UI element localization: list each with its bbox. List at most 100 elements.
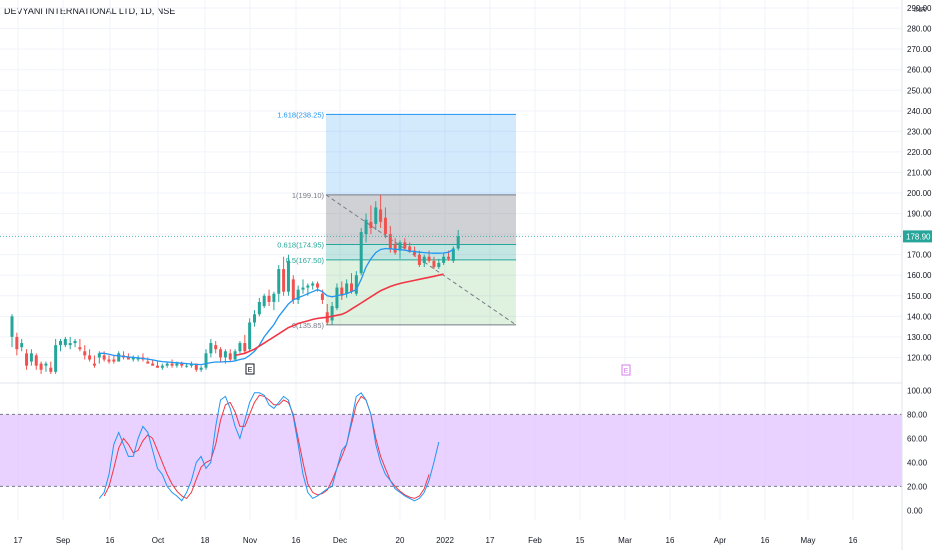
candle-body (393, 244, 397, 253)
candle-body (170, 363, 174, 366)
candle-body (238, 343, 242, 352)
candle-body (88, 355, 92, 360)
ema-slow-line (234, 273, 444, 357)
candle-body (165, 363, 169, 366)
candle-body (83, 351, 87, 356)
candle-body (112, 359, 116, 362)
time-tick-label: 20 (396, 536, 405, 545)
candle-body (408, 246, 412, 251)
fib-zone (326, 259, 516, 325)
candle-body (403, 242, 407, 249)
candle-body (175, 363, 179, 366)
candle-body (204, 353, 208, 368)
candle-body (340, 287, 344, 296)
candle-body (306, 285, 310, 288)
candle-body (422, 256, 426, 263)
candle-body (146, 361, 150, 364)
candle-body (97, 353, 101, 358)
stoch-tick-label: 40.00 (907, 458, 928, 467)
candle-body (286, 260, 290, 292)
candle-body (316, 283, 320, 288)
candle-body (209, 343, 213, 354)
candle-body (320, 293, 324, 300)
candle-body (437, 262, 441, 268)
candle-body (388, 234, 392, 249)
candle-body (427, 256, 431, 261)
stoch-tick-label: 0.00 (907, 506, 923, 515)
time-tick-label: 16 (106, 536, 115, 545)
price-tick-label: 250.00 (907, 86, 932, 95)
price-tick-label: 190.00 (907, 210, 932, 219)
candle-body (345, 283, 349, 294)
candle-body (451, 248, 455, 261)
candle-body (223, 351, 227, 358)
price-tick-label: 270.00 (907, 45, 932, 54)
time-tick-label: May (800, 536, 815, 545)
price-tick-label: 120.00 (907, 353, 932, 362)
candle-body (311, 283, 315, 286)
fib-zone (326, 114, 516, 195)
candle-body (301, 287, 305, 290)
time-tick-label: 16 (761, 536, 770, 545)
candle-body (379, 209, 383, 222)
candle-body (185, 365, 189, 367)
price-tick-label: 140.00 (907, 312, 932, 321)
candle-body (267, 295, 271, 302)
candle-body (15, 336, 19, 350)
time-tick-label: Apr (714, 536, 727, 545)
price-tick-label: 210.00 (907, 168, 932, 177)
time-tick-label: Mar (618, 536, 632, 545)
time-tick-label: 16 (849, 536, 858, 545)
candle-body (359, 232, 363, 274)
time-tick-label: 2022 (436, 536, 454, 545)
candle-body (10, 316, 14, 337)
candle-body (330, 306, 334, 321)
price-tick-label: 260.00 (907, 66, 932, 75)
time-tick-label: 17 (14, 536, 23, 545)
candle-body (107, 359, 111, 362)
candle-body (350, 283, 353, 292)
candle-body (282, 269, 286, 292)
time-axis[interactable]: 17 Sep 16 Oct 18 Nov 16 Dec 20 2022 17 Feb 15 Mar 16 Ap… (14, 536, 858, 545)
candle-body (291, 279, 295, 300)
fib-trend-line (325, 194, 517, 326)
stoch-k-line (98, 392, 440, 502)
candle-body (277, 269, 281, 294)
candle-body (214, 345, 218, 350)
candle-body (354, 275, 358, 294)
candle-body (228, 353, 232, 360)
time-tick-label: Nov (243, 536, 257, 545)
time-tick-label: 17 (486, 536, 495, 545)
fib-level-label: 1.618(238.25) (277, 110, 324, 119)
candle-body (374, 207, 378, 224)
candle-body (102, 355, 106, 360)
candle-body (257, 301, 261, 315)
earnings-marker (621, 364, 631, 376)
candle-body (398, 242, 402, 251)
last-price-label: 178.90 (906, 232, 931, 241)
last-price-badge (903, 230, 932, 243)
candle-body (364, 219, 368, 235)
price-tick-label: 160.00 (907, 271, 932, 280)
fibonacci-retracement[interactable]: 1.618(238.25) 1(199.10) 0.618(174.95) 0.5(1… (277, 110, 517, 330)
candle-body (29, 353, 33, 362)
stochastic-band (0, 413, 902, 487)
moving-averages (99, 247, 454, 366)
candle-body (447, 256, 450, 259)
earnings-marker-label: E (624, 368, 629, 375)
time-tick-label: 18 (201, 536, 210, 545)
stochastic-lines (98, 392, 440, 502)
time-tick-label: Feb (528, 536, 542, 545)
earnings-marker (245, 363, 255, 375)
candle-body (296, 289, 300, 300)
candle-body (253, 314, 256, 323)
candle-body (92, 363, 96, 366)
symbol-title: DEVYANI INTERNATIONAL LTD, 1D, NSE (4, 6, 176, 16)
stoch-tick-label: 100.00 (907, 386, 932, 395)
candle-body (262, 295, 266, 307)
stoch-tick-label: 80.00 (907, 410, 928, 419)
